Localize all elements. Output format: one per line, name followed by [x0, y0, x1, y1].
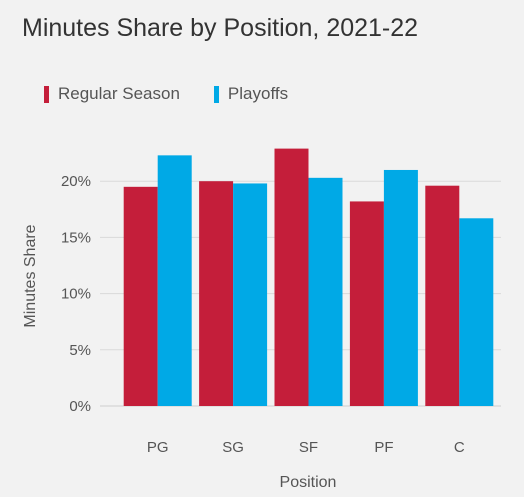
x-axis-ticks: PG SG SF PF C — [147, 439, 465, 456]
bar-playoffs-pf[interactable] — [383, 169, 418, 406]
bar-playoffs-pg[interactable] — [157, 155, 192, 406]
bar-regular-season-pf[interactable] — [349, 201, 384, 406]
y-axis-ticks: 0% 5% 10% 15% 20% — [61, 173, 91, 415]
y-tick-label: 20% — [61, 173, 91, 190]
y-tick-label: 0% — [69, 398, 91, 415]
y-tick-label: 10% — [61, 286, 91, 303]
bar-regular-season-sg[interactable] — [199, 181, 234, 406]
x-tick-label: C — [454, 439, 465, 456]
x-tick-label: PG — [147, 439, 169, 456]
x-tick-label: SF — [299, 439, 318, 456]
y-axis-title: Minutes Share — [22, 224, 39, 327]
bar-playoffs-sf[interactable] — [308, 177, 343, 406]
legend-swatch-regular-season — [44, 85, 49, 103]
bar-regular-season-c[interactable] — [425, 185, 460, 406]
bar-regular-season-pg[interactable] — [123, 186, 158, 406]
legend-label-playoffs: Playoffs — [227, 84, 289, 103]
y-tick-label: 15% — [61, 229, 91, 246]
legend-label-regular-season: Regular Season — [58, 84, 180, 103]
y-tick-label: 5% — [69, 342, 91, 359]
legend-item-regular-season[interactable]: Regular Season — [44, 84, 180, 104]
chart-title: Minutes Share by Position, 2021-22 — [22, 14, 419, 42]
legend-item-playoffs[interactable]: Playoffs — [213, 84, 289, 104]
x-tick-label: SG — [222, 439, 244, 456]
chart-legend: Regular Season Playoffs — [44, 82, 322, 106]
bar-playoffs-c[interactable] — [459, 218, 494, 406]
x-axis-title: Position — [280, 474, 337, 491]
x-tick-label: PF — [374, 439, 393, 456]
bars — [123, 148, 494, 406]
bar-regular-season-sf[interactable] — [274, 148, 309, 406]
bar-playoffs-sg[interactable] — [233, 183, 268, 406]
legend-swatch-playoffs — [213, 85, 219, 103]
